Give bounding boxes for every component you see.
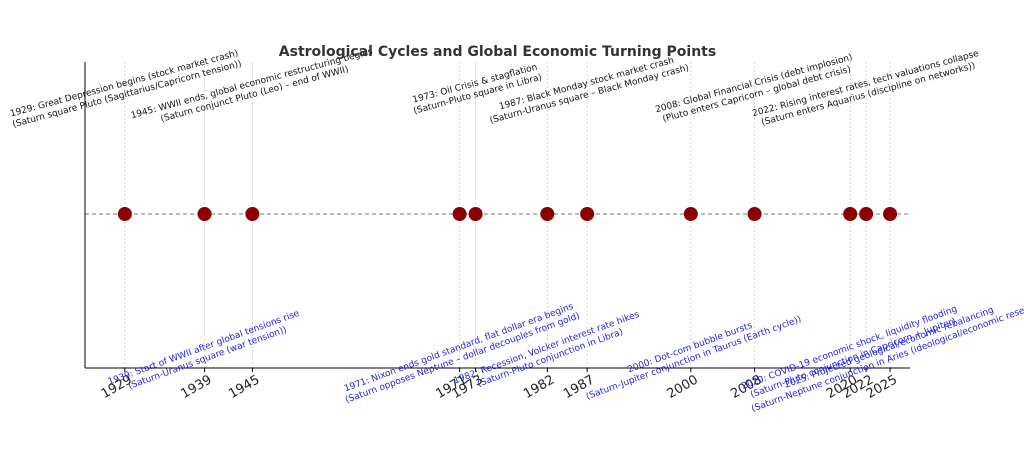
event-marker <box>747 207 762 221</box>
x-tick-label: 2000 <box>665 372 701 402</box>
event-marker <box>468 207 483 221</box>
event-marker <box>245 207 260 221</box>
event-marker <box>683 207 698 221</box>
x-tick-label: 1945 <box>226 372 262 402</box>
event-marker <box>540 207 555 221</box>
x-tick-label: 1982 <box>521 372 557 402</box>
event-marker <box>580 207 595 221</box>
event-annotations: 1929: Great Depression begins (stock mar… <box>9 47 1024 415</box>
event-annotation: 2025: Projected geological/economic reba… <box>746 292 1024 415</box>
event-marker <box>117 207 132 221</box>
event-annotation: 1929: Great Depression begins (stock mar… <box>9 49 243 131</box>
event-marker <box>843 207 858 221</box>
event-marker <box>859 207 874 221</box>
chart-title: Astrological Cycles and Global Economic … <box>279 44 716 60</box>
event-marker <box>452 207 467 221</box>
event-marker <box>883 207 898 221</box>
event-marker <box>197 207 212 221</box>
event-markers <box>117 207 898 221</box>
x-tick-label: 1939 <box>178 372 214 402</box>
